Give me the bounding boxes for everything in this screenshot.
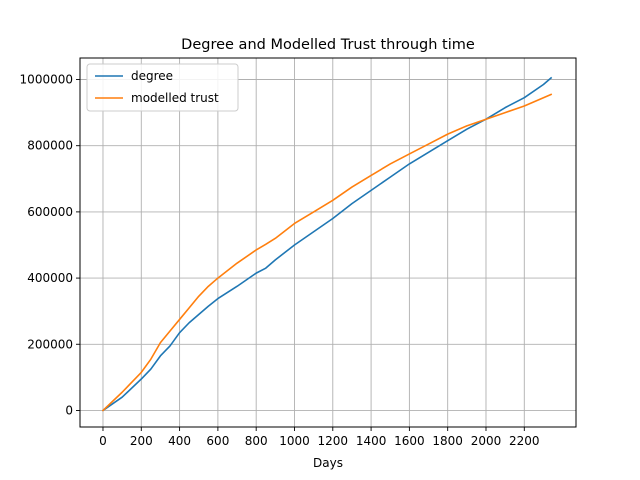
x-tick-label: 1000 — [279, 434, 310, 448]
x-tick-label: 1600 — [394, 434, 425, 448]
legend: degree modelled trust — [86, 63, 239, 112]
grid-layer — [80, 58, 576, 427]
x-tick-label: 1200 — [318, 434, 349, 448]
series-layer — [101, 76, 553, 412]
series-line-modelled-trust — [101, 93, 553, 412]
legend-label-degree: degree — [131, 69, 173, 83]
x-tick-label: 1800 — [432, 434, 463, 448]
series-line-degree — [101, 76, 553, 412]
y-tick-label: 400000 — [27, 271, 73, 285]
y-tick-label: 800000 — [27, 139, 73, 153]
x-tick-label: 600 — [206, 434, 229, 448]
chart-title: Degree and Modelled Trust through time — [181, 37, 475, 53]
x-axis-label: Days — [313, 456, 343, 470]
tick-layer: 0 200 400 600 800 1000 1200 1400 1600 1800 2000 220… — [20, 73, 540, 448]
y-tick-label: 1000000 — [20, 73, 73, 87]
plot-frame — [79, 57, 577, 428]
y-tick-label: 200000 — [27, 337, 73, 351]
x-tick-label: 200 — [130, 434, 153, 448]
x-tick-label: 2000 — [471, 434, 502, 448]
y-tick-label: 0 — [65, 403, 73, 417]
x-tick-label: 400 — [168, 434, 191, 448]
legend-box — [86, 63, 239, 112]
y-tick-label: 600000 — [27, 205, 73, 219]
x-tick-label: 0 — [99, 434, 107, 448]
x-tick-label: 1400 — [356, 434, 387, 448]
x-tick-label: 2200 — [509, 434, 540, 448]
x-tick-label: 800 — [245, 434, 268, 448]
legend-label-modelled-trust: modelled trust — [131, 91, 219, 105]
